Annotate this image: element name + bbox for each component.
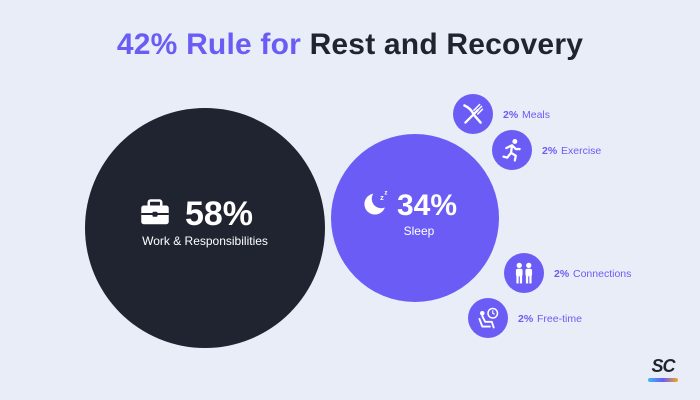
bubble-label-exercise: Exercise: [561, 145, 601, 157]
bubble-value-work-responsibilities: 58%: [185, 195, 253, 233]
bubble-sleep: z z 34% Sleep: [331, 134, 499, 302]
fork-knife-icon: [463, 103, 484, 124]
svg-text:z: z: [384, 190, 387, 197]
bubble-free-time: 2% Free-time: [468, 298, 582, 338]
bubble-label-work-responsibilities: Work & Responsibilities: [142, 234, 268, 248]
bubble-value-meals: 2%: [503, 109, 519, 121]
bubble-circle-work-responsibilities: [85, 108, 325, 348]
bubble-connections: 2% Connections: [504, 253, 631, 293]
bubble-label-meals: Meals: [522, 109, 550, 121]
bubble-circle-sleep: [331, 134, 499, 302]
bubble-value-sleep: 34%: [397, 189, 457, 222]
bubble-circle-connections: [504, 253, 544, 293]
bubble-meals: 2% Meals: [453, 94, 550, 134]
title-accent: 42% Rule for: [116, 28, 302, 61]
running-icon: [502, 138, 521, 162]
bubble-value-exercise: 2%: [542, 145, 558, 157]
bubble-label-free-time: Free-time: [537, 313, 582, 325]
bubble-value-free-time: 2%: [518, 313, 534, 325]
svg-text:z: z: [380, 193, 384, 202]
title-dark: Rest and Recovery: [309, 28, 584, 61]
logo-text: SC: [651, 356, 675, 376]
bubble-circle-free-time: [468, 298, 508, 338]
bubble-exercise: 2% Exercise: [492, 130, 601, 170]
bubble-work-responsibilities: 58%Work & Responsibilities: [85, 108, 325, 348]
briefcase-icon: [141, 199, 169, 225]
logo-bar: [648, 378, 678, 382]
bubble-label-connections: Connections: [573, 268, 631, 280]
leisure-icon: [478, 307, 499, 329]
sc-logo: SC: [646, 356, 680, 382]
bubble-value-connections: 2%: [554, 268, 570, 280]
chart-title: 42% Rule for Rest and Recovery: [0, 28, 700, 62]
bubble-label-sleep: Sleep: [404, 224, 435, 238]
people-icon: [515, 262, 533, 284]
